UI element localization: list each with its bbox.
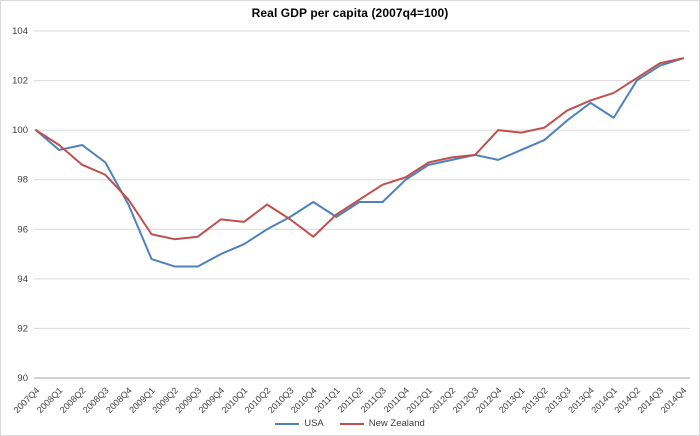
series-line-usa xyxy=(35,57,684,268)
y-axis-label: 96 xyxy=(17,224,28,235)
x-axis-label: 2014Q4 xyxy=(659,385,689,415)
new-zealand-line-swatch xyxy=(339,422,364,425)
chart-title: Real GDP per capita (2007q4=100) xyxy=(251,6,449,20)
y-axis-label: 104 xyxy=(12,26,28,37)
y-axis-label: 98 xyxy=(17,175,28,186)
legend-item-new-zealand: New Zealand xyxy=(339,418,425,429)
y-axis-label: 100 xyxy=(12,125,28,136)
x-axis-label: 2010Q4 xyxy=(289,385,319,415)
legend-label-new-zealand: New Zealand xyxy=(368,418,425,429)
y-axis-label: 92 xyxy=(17,323,28,334)
legend-item-usa: USA xyxy=(275,418,324,429)
legend-label-usa: USA xyxy=(304,418,324,429)
y-axis-label: 94 xyxy=(17,274,28,285)
series-line-new-zealand xyxy=(35,57,684,241)
usa-line-swatch xyxy=(275,422,300,425)
chart-legend: USA New Zealand xyxy=(1,418,699,429)
y-axis-label: 102 xyxy=(12,76,28,87)
y-axis-label: 90 xyxy=(17,373,28,384)
